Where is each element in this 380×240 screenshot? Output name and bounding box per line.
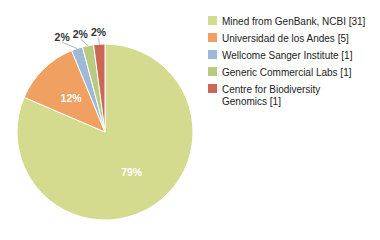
data-label: 2% bbox=[73, 28, 89, 40]
legend-item: Centre for BiodiversityGenomics [1] bbox=[208, 83, 320, 106]
legend-label: Mined from GenBank, NCBI [31] bbox=[222, 15, 366, 26]
legend-label: Generic Commercial Labs [1] bbox=[222, 66, 352, 77]
legend-label: Wellcome Sanger Institute [1] bbox=[222, 49, 353, 60]
legend-item: Wellcome Sanger Institute [1] bbox=[208, 49, 353, 60]
leader-line bbox=[98, 37, 100, 44]
legend-item: Generic Commercial Labs [1] bbox=[208, 66, 352, 77]
data-label: 2% bbox=[91, 26, 107, 38]
legend-swatch bbox=[208, 50, 217, 59]
chart: 79%12%2%2%2%Mined from GenBank, NCBI [31… bbox=[0, 0, 380, 240]
legend-item: Mined from GenBank, NCBI [31] bbox=[208, 15, 366, 26]
legend-swatch bbox=[208, 84, 217, 93]
legend-label: Centre for BiodiversityGenomics [1] bbox=[222, 83, 320, 106]
slice bbox=[82, 45, 105, 132]
data-label: 12% bbox=[61, 92, 83, 104]
pie bbox=[17, 44, 193, 220]
data-label: 2% bbox=[55, 31, 71, 43]
legend-swatch bbox=[208, 33, 217, 42]
legend-label: Universidad de los Andes [5] bbox=[222, 32, 349, 43]
slice bbox=[94, 44, 105, 132]
legend: Mined from GenBank, NCBI [31] Universidad… bbox=[208, 15, 366, 106]
legend-swatch bbox=[208, 16, 217, 25]
leader-line bbox=[80, 39, 88, 46]
slice bbox=[17, 44, 193, 220]
legend-swatch bbox=[208, 67, 217, 76]
data-labels: 79%12%2%2%2% bbox=[55, 26, 143, 178]
legend-item: Universidad de los Andes [5] bbox=[208, 32, 349, 43]
leader-line bbox=[62, 42, 77, 48]
data-label: 79% bbox=[121, 166, 143, 178]
